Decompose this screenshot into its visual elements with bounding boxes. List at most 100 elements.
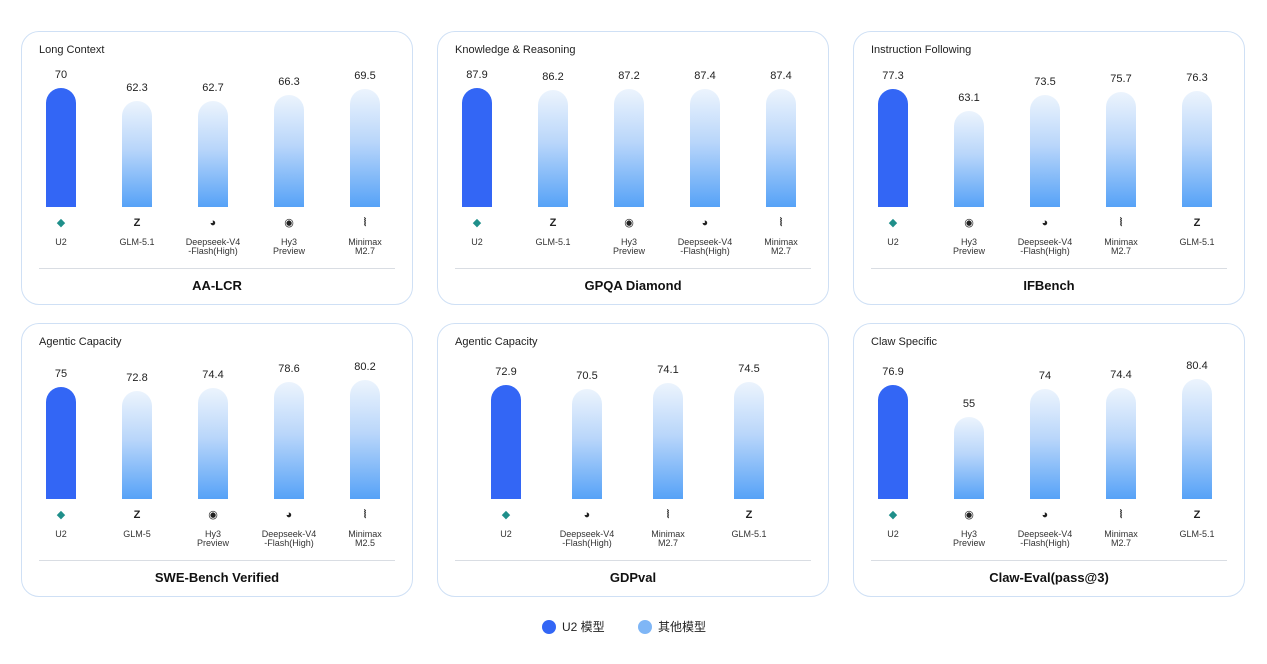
model-name-label: Hy3 Preview [952, 237, 985, 256]
data-label: 80.2 [354, 361, 376, 373]
chart-category-title: Agentic Capacity [39, 336, 122, 348]
bar [350, 89, 380, 207]
legend-label-other: 其他模型 [658, 620, 707, 634]
data-label: 80.4 [1186, 360, 1208, 372]
data-label: 75 [54, 368, 68, 380]
bar [878, 89, 908, 207]
model-name-label: Minimax M2.7 [651, 529, 685, 548]
u2-icon: ◆ [56, 217, 66, 229]
model-name-label: U2 [55, 237, 67, 247]
bar [766, 89, 796, 207]
deepseek-icon: ◕ [209, 217, 217, 229]
model-name-label: GLM-5.1 [731, 529, 767, 539]
data-label: 87.4 [770, 70, 792, 82]
data-label: 87.9 [466, 69, 488, 81]
bar [614, 89, 644, 207]
glm-icon: Z [745, 509, 753, 521]
benchmark-name: Claw-Eval(pass@3) [989, 570, 1109, 585]
hy3-icon: ◉ [624, 217, 634, 229]
legend-label-primary: U2 模型 [562, 620, 605, 634]
bar [274, 95, 304, 207]
data-label: 87.2 [618, 70, 640, 82]
data-label: 70 [54, 69, 68, 81]
hy3-icon: ◉ [208, 509, 218, 521]
glm-icon: Z [549, 217, 557, 229]
chart-divider [455, 268, 811, 269]
data-label: 74.4 [202, 369, 224, 381]
bar [878, 385, 908, 499]
chart-category-title: Long Context [39, 44, 105, 56]
model-name-label: Hy3 Preview [612, 237, 645, 256]
data-label: 87.4 [694, 70, 716, 82]
bar [350, 380, 380, 499]
model-name-label: U2 [471, 237, 483, 247]
chart-divider [39, 560, 395, 561]
data-label: 78.6 [278, 363, 300, 375]
u2-icon: ◆ [472, 217, 482, 229]
data-label: 74.4 [1110, 369, 1132, 381]
model-name-label: GLM-5.1 [535, 237, 571, 247]
minimax-icon: ⦚ [363, 509, 367, 521]
data-label: 74.1 [657, 364, 679, 376]
model-name-label: Deepseek-V4 -Flash(High) [261, 529, 317, 548]
chart-divider [871, 268, 1227, 269]
bar [690, 89, 720, 207]
u2-icon: ◆ [501, 509, 511, 521]
model-name-label: Minimax M2.7 [1104, 237, 1138, 256]
legend-item-primary: U2 模型 [542, 618, 605, 635]
chart-category-title: Instruction Following [871, 44, 972, 56]
benchmark-name: GDPval [609, 570, 657, 585]
model-name-label: Deepseek-V4 -Flash(High) [677, 237, 733, 256]
chart-category-title: Knowledge & Reasoning [455, 44, 576, 56]
bar [954, 417, 984, 499]
hy3-icon: ◉ [964, 217, 974, 229]
bar [491, 385, 521, 499]
bar [572, 389, 602, 499]
deepseek-icon: ◕ [583, 509, 591, 521]
legend: U2 模型 其他模型 [0, 618, 1267, 638]
data-label: 55 [962, 398, 976, 410]
benchmark-name: GPQA Diamond [584, 278, 682, 293]
bar [274, 382, 304, 499]
hy3-icon: ◉ [284, 217, 294, 229]
deepseek-icon: ◕ [701, 217, 709, 229]
bar [653, 383, 683, 499]
bar [538, 90, 568, 207]
data-label: 77.3 [882, 70, 904, 82]
u2-icon: ◆ [888, 217, 898, 229]
data-label: 73.5 [1034, 76, 1056, 88]
model-name-label: Minimax M2.7 [764, 237, 798, 256]
hy3-icon: ◉ [964, 509, 974, 521]
benchmark-name: IFBench [1023, 278, 1075, 293]
chart-category-title: Agentic Capacity [455, 336, 538, 348]
data-label: 74.5 [738, 363, 760, 375]
chart-panel: Knowledge & Reasoning 87.9 ◆ U2 86.2 Z GLM-5.1… [437, 31, 829, 305]
data-label: 72.9 [495, 366, 517, 378]
legend-item-other: 其他模型 [638, 618, 706, 635]
glm-icon: Z [133, 509, 141, 521]
model-name-label: Hy3 Preview [272, 237, 305, 256]
data-label: 62.3 [126, 82, 148, 94]
chart-divider [871, 560, 1227, 561]
model-name-label: U2 [887, 529, 899, 539]
model-name-label: Minimax M2.5 [348, 529, 382, 548]
bar [734, 382, 764, 499]
bar [954, 111, 984, 207]
model-name-label: U2 [887, 237, 899, 247]
bar [1182, 91, 1212, 207]
model-name-label: U2 [500, 529, 512, 539]
model-name-label: Hy3 Preview [196, 529, 229, 548]
u2-icon: ◆ [888, 509, 898, 521]
model-name-label: Deepseek-V4 -Flash(High) [1017, 237, 1073, 256]
minimax-icon: ⦚ [779, 217, 783, 229]
minimax-icon: ⦚ [1119, 217, 1123, 229]
glm-icon: Z [1193, 509, 1201, 521]
bar [1106, 92, 1136, 207]
chart-panel: Long Context 70 ◆ U2 62.3 Z GLM-5.1 62.7 ◕ Deepse… [21, 31, 413, 305]
bar [1106, 388, 1136, 499]
minimax-icon: ⦚ [1119, 509, 1123, 521]
bar [1030, 389, 1060, 499]
glm-icon: Z [1193, 217, 1201, 229]
glm-icon: Z [133, 217, 141, 229]
model-name-label: GLM-5.1 [1179, 529, 1215, 539]
